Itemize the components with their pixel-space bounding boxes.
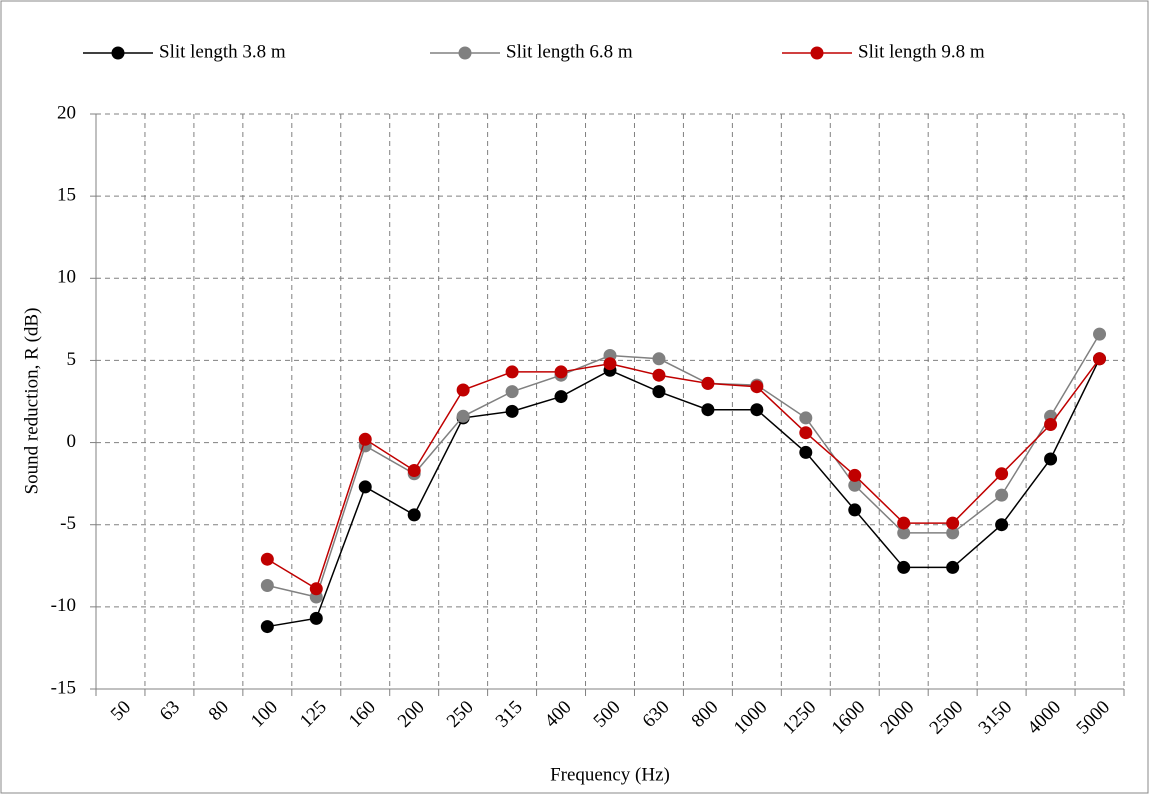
data-point (848, 468, 862, 482)
data-point (701, 403, 715, 417)
data-point (799, 426, 813, 440)
data-point (897, 526, 911, 540)
data-point (407, 464, 421, 477)
data-point (456, 383, 470, 397)
data-point (799, 445, 813, 459)
data-point (946, 526, 960, 540)
data-point (652, 368, 666, 382)
y-tick-label: 15 (57, 185, 76, 206)
data-point (505, 404, 519, 418)
data-point (1044, 452, 1058, 466)
data-point (554, 365, 568, 379)
y-tick-label: 20 (57, 102, 76, 123)
data-point (260, 552, 274, 566)
data-point (358, 432, 372, 446)
y-tick-label: 0 (67, 431, 77, 452)
data-point (946, 516, 960, 530)
data-point (260, 579, 274, 592)
series-line (267, 333, 1101, 598)
legend-label: Slit length 9.8 m (858, 41, 985, 62)
data-point (309, 582, 323, 596)
data-point (750, 380, 764, 394)
data-point (1044, 418, 1058, 431)
series-line (267, 358, 1101, 628)
data-point (1093, 327, 1107, 341)
legend-marker (111, 46, 125, 60)
data-point (897, 516, 911, 530)
data-point (260, 620, 274, 634)
data-point (701, 376, 715, 390)
y-tick-label: -15 (51, 677, 76, 698)
legend-marker (458, 46, 472, 60)
data-point (358, 480, 372, 494)
y-tick-label: -5 (60, 513, 76, 534)
data-point (652, 385, 666, 399)
x-axis-label: Frequency (Hz) (550, 764, 670, 785)
data-point (995, 518, 1009, 532)
data-point (897, 560, 911, 574)
data-point (505, 365, 519, 379)
data-point (554, 390, 568, 404)
data-point (652, 352, 666, 366)
y-axis-label: Sound reduction, R (dB) (21, 308, 42, 495)
legend-label: Slit length 3.8 m (159, 41, 286, 62)
legend-marker (810, 46, 824, 60)
data-point (505, 385, 519, 399)
data-point (309, 611, 323, 625)
data-point (407, 508, 421, 522)
data-point (995, 488, 1009, 502)
data-point (995, 467, 1009, 481)
legend-label: Slit length 6.8 m (506, 41, 633, 62)
data-point (848, 478, 862, 492)
data-point (603, 357, 617, 371)
data-point (1093, 352, 1107, 366)
data-point (946, 560, 960, 574)
y-tick-label: 10 (57, 267, 76, 288)
data-point (799, 411, 813, 425)
y-tick-label: -10 (51, 595, 76, 616)
data-point (456, 409, 470, 423)
data-point (848, 503, 862, 517)
data-point (750, 403, 764, 417)
series-line (266, 358, 1101, 590)
y-tick-label: 5 (67, 349, 77, 370)
